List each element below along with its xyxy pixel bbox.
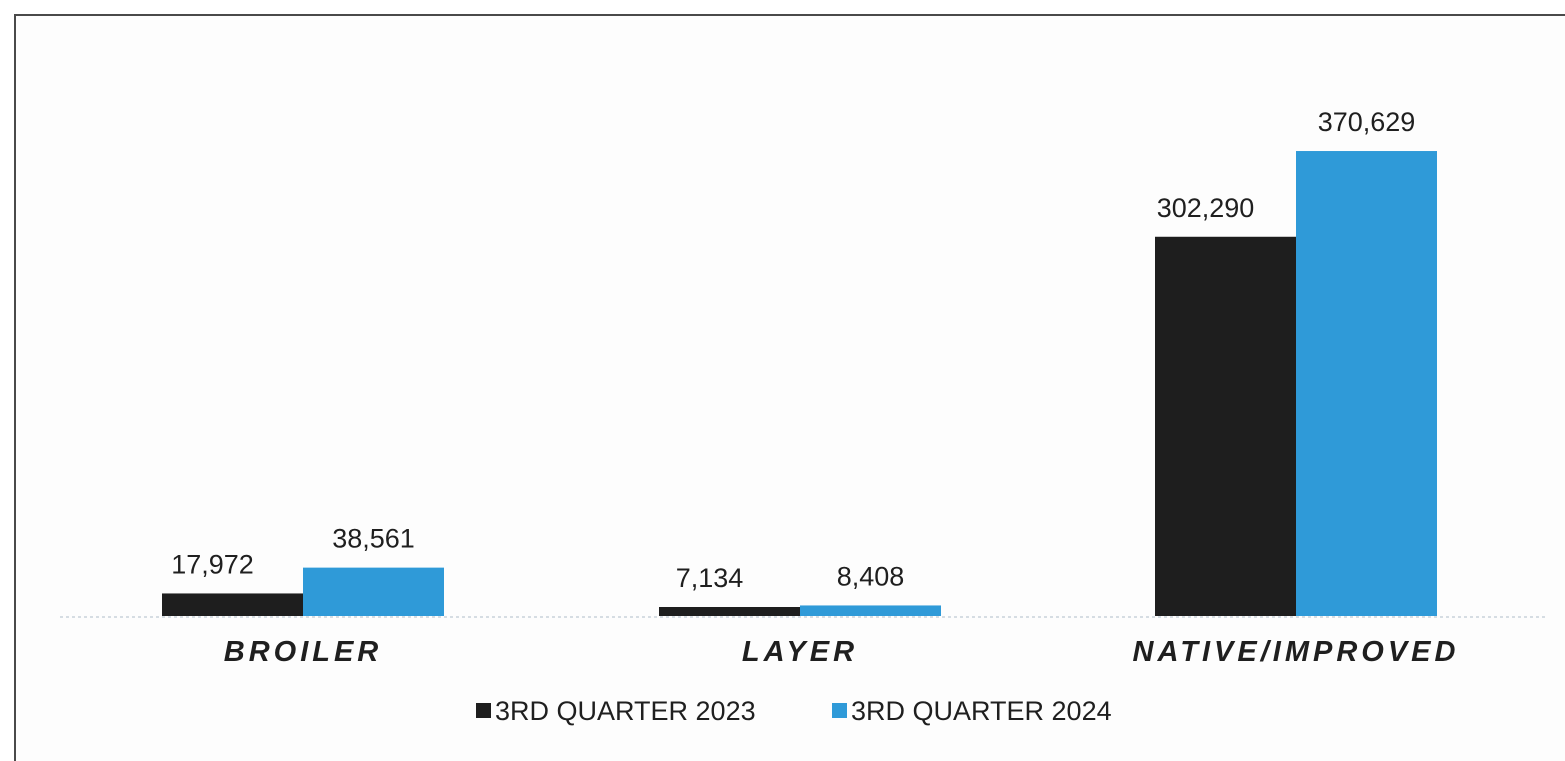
legend-label: 3RD QUARTER 2024 xyxy=(851,696,1112,726)
bar-layer-series-2 xyxy=(800,605,941,616)
category-labels-layer: BROILER LAYER NATIVE/IMPROVED xyxy=(224,636,1460,668)
bar-layer-series-1 xyxy=(659,607,800,616)
value-label: 302,290 xyxy=(1157,193,1255,223)
value-label: 17,972 xyxy=(171,549,254,579)
category-label: LAYER xyxy=(742,636,858,668)
legend-swatch xyxy=(476,703,491,718)
value-labels-layer: 17,972 38,561 7,134 8,408 302,290 370,629 xyxy=(171,107,1415,593)
value-label: 7,134 xyxy=(676,563,744,593)
category-label: NATIVE/IMPROVED xyxy=(1133,636,1460,668)
bar-native-improved-series-2 xyxy=(1296,151,1437,617)
bar-native-improved-series-1 xyxy=(1155,236,1296,616)
value-label: 38,561 xyxy=(332,524,415,554)
bar-broiler-series-1 xyxy=(162,593,303,616)
category-label: BROILER xyxy=(224,636,383,668)
legend: 3RD QUARTER 2023 3RD QUARTER 2024 xyxy=(476,696,1112,726)
bars-layer xyxy=(162,151,1437,617)
value-label: 370,629 xyxy=(1318,107,1416,137)
legend-label: 3RD QUARTER 2023 xyxy=(495,696,756,726)
bar-broiler-series-2 xyxy=(303,567,444,616)
value-label: 8,408 xyxy=(837,561,905,591)
legend-swatch xyxy=(832,703,847,718)
